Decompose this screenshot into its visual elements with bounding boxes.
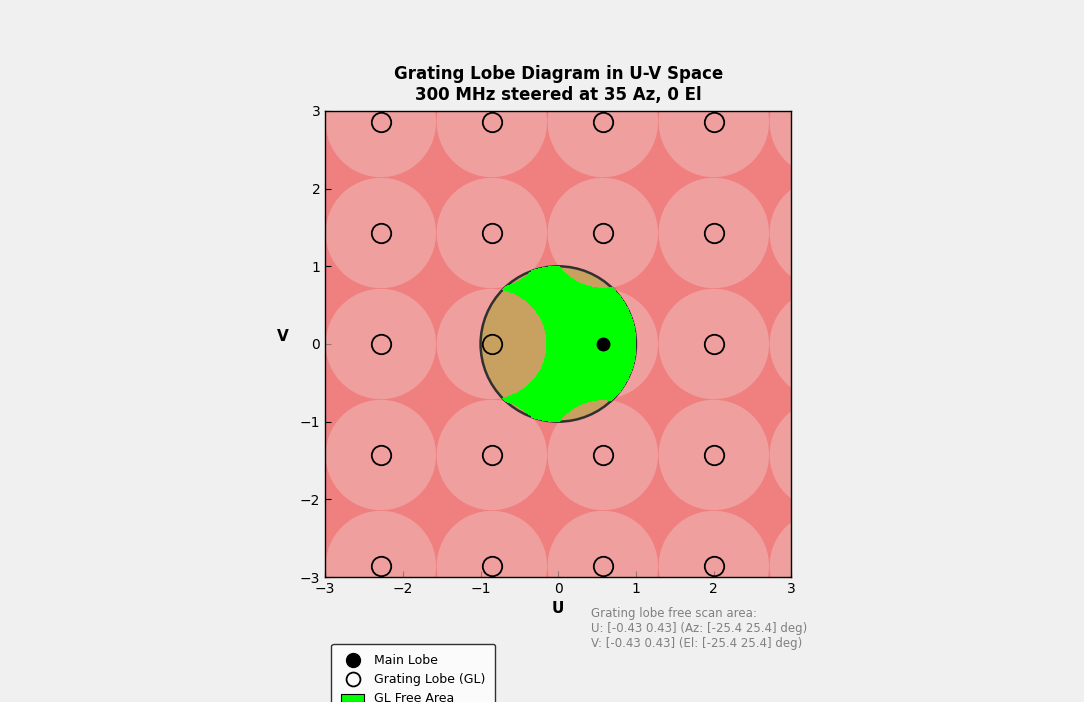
Circle shape [437,0,547,66]
Circle shape [992,511,1084,621]
Circle shape [104,622,214,702]
Circle shape [992,67,1084,177]
Circle shape [992,178,1084,288]
Circle shape [215,622,325,702]
Circle shape [104,400,214,510]
Circle shape [547,511,658,621]
Circle shape [325,400,436,510]
Y-axis label: V: V [278,329,289,344]
Legend: Main Lobe, Grating Lobe (GL), GL Free Area, GL Area: Main Lobe, Grating Lobe (GL), GL Free Ar… [332,644,495,702]
Circle shape [547,400,658,510]
Circle shape [770,0,880,66]
Circle shape [880,400,991,510]
Circle shape [104,289,214,399]
Circle shape [659,622,769,702]
Circle shape [437,400,547,510]
Circle shape [659,0,769,66]
Circle shape [880,511,991,621]
Circle shape [0,178,103,288]
Circle shape [215,289,325,399]
Circle shape [0,67,103,177]
Circle shape [215,511,325,621]
Circle shape [0,622,103,702]
Circle shape [325,67,436,177]
Circle shape [547,0,658,66]
Circle shape [659,178,769,288]
Circle shape [547,67,658,177]
Circle shape [0,289,103,399]
Circle shape [104,511,214,621]
Circle shape [215,178,325,288]
Circle shape [770,622,880,702]
Circle shape [437,289,547,399]
Circle shape [659,511,769,621]
Circle shape [547,622,658,702]
Circle shape [437,178,547,288]
Circle shape [0,0,103,66]
Title: Grating Lobe Diagram in U-V Space
300 MHz steered at 35 Az, 0 El: Grating Lobe Diagram in U-V Space 300 MH… [393,65,723,104]
Circle shape [992,0,1084,66]
Circle shape [880,67,991,177]
Circle shape [880,622,991,702]
Circle shape [437,67,547,177]
Circle shape [0,400,103,510]
Circle shape [770,400,880,510]
Circle shape [659,400,769,510]
Circle shape [880,178,991,288]
Circle shape [437,511,547,621]
Circle shape [325,178,436,288]
Circle shape [659,67,769,177]
Circle shape [215,67,325,177]
Circle shape [770,178,880,288]
Circle shape [325,511,436,621]
Circle shape [104,67,214,177]
Circle shape [992,622,1084,702]
Circle shape [547,289,658,399]
Circle shape [770,67,880,177]
X-axis label: U: U [552,602,565,616]
Circle shape [215,400,325,510]
Circle shape [104,0,214,66]
Circle shape [992,400,1084,510]
Circle shape [770,289,880,399]
Circle shape [215,0,325,66]
Circle shape [659,289,769,399]
Circle shape [104,178,214,288]
Circle shape [480,266,636,422]
Text: Grating lobe free scan area:
U: [-0.43 0.43] (Az: [-25.4 25.4] deg)
V: [-0.43 0.: Grating lobe free scan area: U: [-0.43 0… [591,607,806,650]
Circle shape [992,289,1084,399]
Circle shape [770,511,880,621]
Circle shape [325,289,436,399]
Circle shape [325,0,436,66]
Circle shape [880,0,991,66]
Circle shape [547,178,658,288]
Circle shape [0,511,103,621]
Circle shape [325,622,436,702]
Circle shape [437,622,547,702]
Circle shape [880,289,991,399]
